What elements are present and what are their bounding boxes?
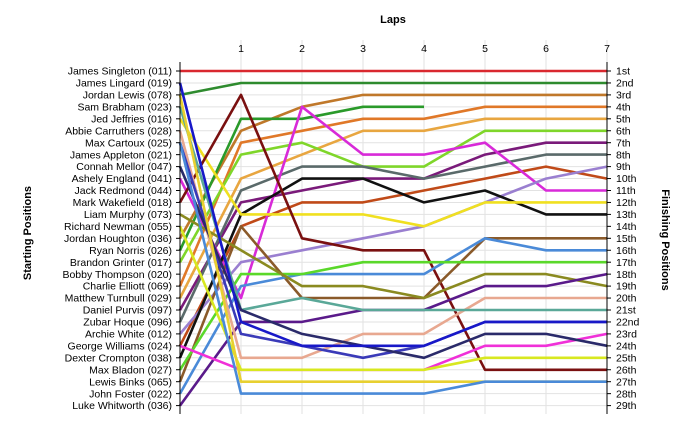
x-tick-label: 7 <box>604 43 610 55</box>
finishing-position-label: 23rd <box>616 329 637 341</box>
starting-position-label: Zubar Hoque (096) <box>83 317 172 329</box>
starting-position-label: Jordan Houghton (036) <box>64 233 172 245</box>
starting-position-label: Ryan Norris (026) <box>89 245 172 257</box>
starting-position-label: Liam Murphy (073) <box>84 209 172 221</box>
starting-position-label: Charlie Elliott (069) <box>83 281 172 293</box>
starting-position-label: Richard Newman (055) <box>64 221 172 233</box>
starting-position-label: John Foster (022) <box>89 388 172 400</box>
starting-position-label: Bobby Thompson (020) <box>62 269 172 281</box>
series-line-25 <box>178 166 608 360</box>
finishing-position-label: 17th <box>616 257 637 269</box>
series-line-9 <box>178 153 607 323</box>
x-tick-label: 6 <box>543 43 549 55</box>
series-line-4 <box>178 105 424 251</box>
starting-position-label: Connah Mellor (047) <box>76 161 172 173</box>
finishing-position-label: 26th <box>616 364 637 376</box>
finishing-position-label: 18th <box>616 269 637 281</box>
series-line-27 <box>178 82 607 348</box>
starting-position-label: Daniel Purvis (097) <box>83 305 172 317</box>
finishing-position-label: 13th <box>616 209 637 221</box>
y-axis-title-right: Finishing Positions <box>659 189 671 290</box>
series-line-10 <box>178 165 608 347</box>
series-line-14 <box>178 118 607 228</box>
finishing-position-label: 9th <box>616 161 631 173</box>
finishing-position-label: 24th <box>616 340 637 352</box>
series-line-5 <box>178 105 607 287</box>
x-tick-label: 5 <box>482 43 488 55</box>
finishing-position-label: 7th <box>616 137 631 149</box>
finishing-position-label: 29th <box>616 400 637 412</box>
x-tick-label: 1 <box>238 43 244 55</box>
starting-position-label: Jordan Lewis (078) <box>83 90 172 102</box>
starting-position-label: Jack Redmond (044) <box>75 185 172 197</box>
starting-position-label: Archie White (012) <box>85 329 172 341</box>
series-line-16 <box>178 225 607 383</box>
finishing-position-label: 27th <box>616 376 637 388</box>
starting-position-label: James Lingard (019) <box>76 78 172 90</box>
series-line-3 <box>178 93 607 239</box>
finishing-position-label: 20th <box>616 293 637 305</box>
series-line-18 <box>178 260 607 371</box>
starting-position-label: Ashely England (041) <box>72 173 172 185</box>
series-line-17 <box>178 237 607 395</box>
starting-position-label: James Appleton (021) <box>70 149 172 161</box>
finishing-position-label: 4th <box>616 101 631 113</box>
finishing-position-label: 12th <box>616 197 637 209</box>
series-line-12 <box>179 165 608 335</box>
finishing-position-label: 16th <box>616 245 637 257</box>
finishing-position-label: 10th <box>616 173 637 185</box>
finishing-position-label: 25th <box>616 352 637 364</box>
series-line-21 <box>178 130 607 360</box>
finishing-position-label: 5th <box>616 113 631 125</box>
starting-position-label: Jed Jeffries (016) <box>91 113 172 125</box>
starting-position-label: Brandon Grinter (017) <box>70 257 172 269</box>
starting-position-label: James Singleton (011) <box>68 66 172 78</box>
series-line-8 <box>178 141 607 311</box>
x-axis-title: Laps <box>380 14 406 26</box>
finishing-position-label: 28th <box>616 388 637 400</box>
starting-position-label: Mark Wakefield (018) <box>73 197 172 209</box>
finishing-position-label: 8th <box>616 149 631 161</box>
series-line-15 <box>178 93 607 372</box>
starting-position-label: Dexter Crompton (038) <box>65 352 172 364</box>
series-line-20 <box>178 272 608 407</box>
finishing-position-label: 1st <box>616 66 630 78</box>
starting-position-label: Max Cartoux (025) <box>85 137 172 149</box>
y-axis-title-left: Starting Positions <box>22 186 34 280</box>
series-line-26 <box>178 225 607 372</box>
series-lines <box>178 69 608 407</box>
finishing-position-label: 3rd <box>616 90 631 102</box>
finishing-position-label: 2nd <box>616 78 634 90</box>
x-tick-label: 2 <box>299 43 305 55</box>
series-line-19 <box>179 213 608 300</box>
finishing-position-label: 21st <box>616 305 636 317</box>
series-line-2 <box>179 81 607 97</box>
starting-position-label: Abbie Carruthers (028) <box>65 125 172 137</box>
x-tick-label: 3 <box>360 43 366 55</box>
starting-position-label: Matthew Turnbull (029) <box>65 293 172 305</box>
series-line-22 <box>178 106 607 312</box>
finishing-position-label: 15th <box>616 233 637 245</box>
series-line-29 <box>178 142 607 395</box>
series-line-13 <box>178 177 607 359</box>
finishing-position-label: 14th <box>616 221 637 233</box>
axes: 1 2 3 4 5 6 7 James Singleton (011)James Lingar… <box>62 43 640 414</box>
x-tick-label: 4 <box>421 43 427 55</box>
finishing-position-label: 22nd <box>616 317 640 329</box>
series-line-7 <box>178 129 607 263</box>
starting-position-label: Sam Brabham (023) <box>77 101 172 113</box>
series-line-6 <box>178 117 607 299</box>
finishing-position-label: 11th <box>616 185 636 197</box>
starting-position-label: Max Bladon (027) <box>89 364 172 376</box>
finishing-position-label: 6th <box>616 125 631 137</box>
starting-position-label: George Williams (024) <box>68 340 172 352</box>
starting-position-label: Luke Whitworth (036) <box>72 400 172 412</box>
finishing-position-label: 19th <box>616 281 637 293</box>
starting-position-label: Lewis Binks (065) <box>89 376 172 388</box>
